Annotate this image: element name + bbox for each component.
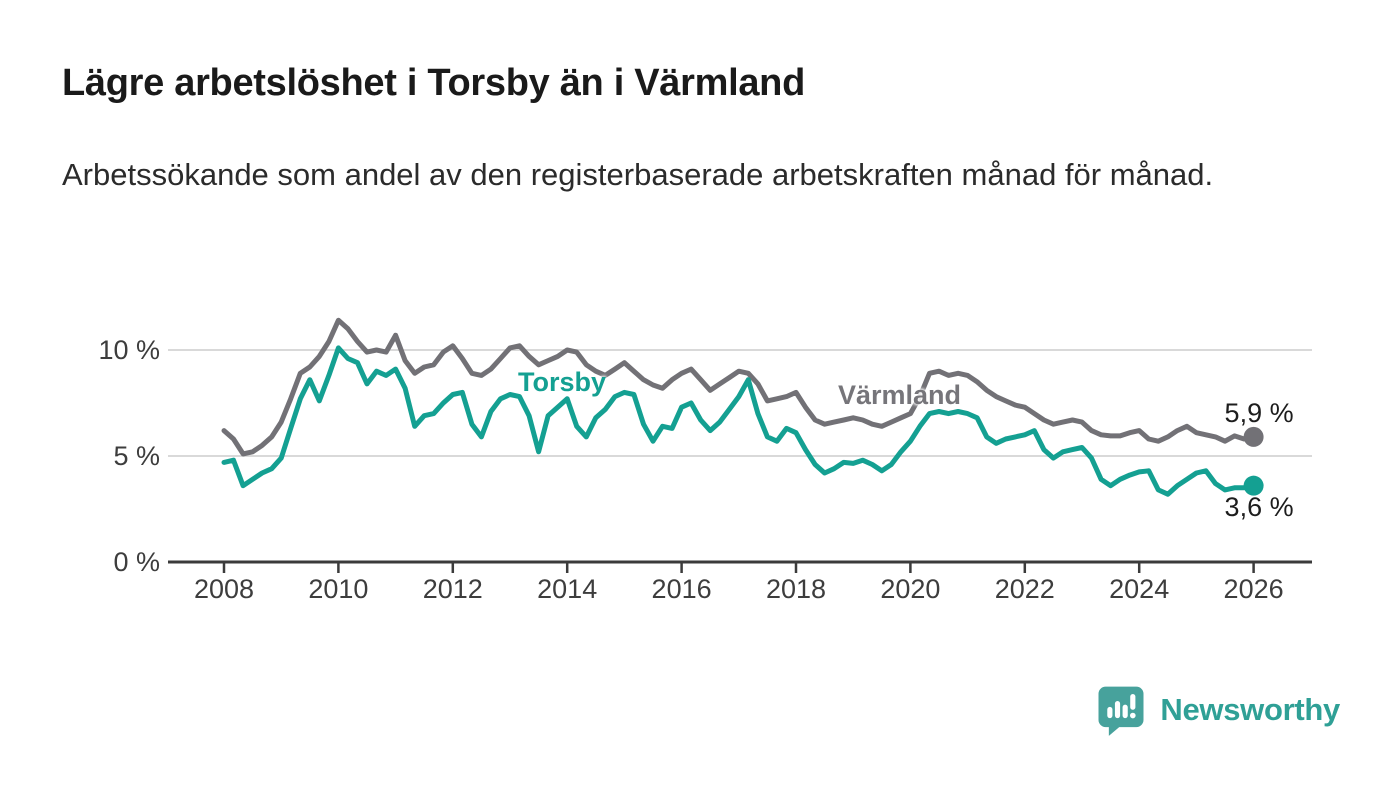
logo-text: Newsworthy <box>1160 692 1340 727</box>
torsby-line <box>221 345 1257 497</box>
värmland-line <box>221 317 1257 457</box>
newsworthy-logo: Newsworthy <box>1094 683 1340 737</box>
torsby-end-dot <box>1243 475 1264 496</box>
logo-mark-icon <box>1098 686 1144 736</box>
chart-title: Lägre arbetslöshet i Torsby än i Värmlan… <box>62 62 805 104</box>
chart-subtitle: Arbetssökande som andel av den registerb… <box>62 157 1214 192</box>
värmland-end-dot <box>1243 426 1264 447</box>
